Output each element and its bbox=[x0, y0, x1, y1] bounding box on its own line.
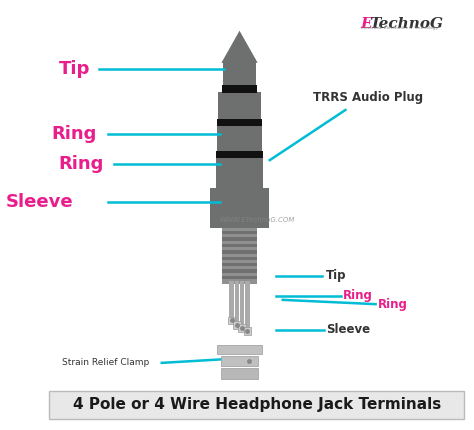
Bar bbox=[228, 316, 236, 324]
Text: Tip: Tip bbox=[326, 269, 346, 283]
Bar bbox=[222, 231, 257, 234]
Bar bbox=[222, 276, 257, 280]
Bar bbox=[222, 250, 257, 254]
Bar bbox=[222, 85, 257, 93]
Text: Ring: Ring bbox=[343, 289, 373, 302]
Bar bbox=[235, 281, 239, 329]
Polygon shape bbox=[221, 31, 258, 63]
Bar bbox=[49, 391, 464, 418]
Text: TechnoG: TechnoG bbox=[369, 17, 443, 31]
Text: 4 Pole or 4 Wire Headphone Jack Terminals: 4 Pole or 4 Wire Headphone Jack Terminal… bbox=[73, 397, 441, 412]
Bar bbox=[238, 324, 246, 332]
Bar bbox=[217, 120, 262, 126]
Bar bbox=[245, 281, 250, 335]
Bar bbox=[217, 345, 262, 354]
Bar bbox=[221, 356, 258, 366]
Bar bbox=[221, 369, 258, 379]
Text: Ring: Ring bbox=[58, 155, 103, 173]
Text: Sleeve: Sleeve bbox=[326, 323, 370, 336]
Bar bbox=[222, 244, 257, 247]
Bar bbox=[216, 150, 263, 158]
Bar bbox=[244, 327, 251, 335]
Bar bbox=[223, 61, 256, 86]
Text: Ring: Ring bbox=[378, 298, 408, 310]
Text: Ring: Ring bbox=[52, 126, 97, 144]
Bar bbox=[222, 257, 257, 260]
Bar bbox=[222, 237, 257, 241]
Text: Strain Relief Clamp: Strain Relief Clamp bbox=[63, 358, 150, 367]
Bar bbox=[222, 270, 257, 273]
Bar bbox=[49, 391, 464, 418]
Bar bbox=[218, 92, 261, 121]
Bar bbox=[217, 125, 262, 152]
Bar bbox=[222, 227, 257, 283]
Text: E: E bbox=[361, 17, 372, 31]
Bar bbox=[233, 321, 241, 329]
Text: TRRS Audio Plug: TRRS Audio Plug bbox=[313, 91, 423, 104]
Text: Sleeve: Sleeve bbox=[6, 193, 73, 211]
Text: Tip: Tip bbox=[59, 60, 91, 78]
Bar bbox=[216, 157, 263, 189]
Bar bbox=[229, 281, 234, 324]
Bar bbox=[210, 188, 269, 228]
Bar bbox=[222, 263, 257, 267]
Text: WWW.ETechnoG.COM: WWW.ETechnoG.COM bbox=[219, 217, 294, 223]
Bar bbox=[240, 281, 245, 332]
Text: Electrical, Electronics & Technology: Electrical, Electronics & Technology bbox=[361, 26, 438, 31]
